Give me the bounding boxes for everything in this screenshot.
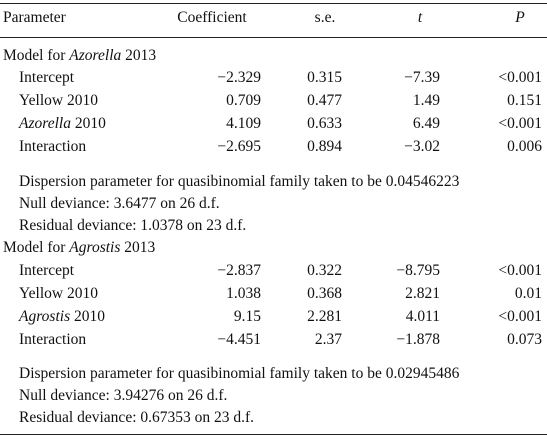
table-cell-coef: 0.709 [226,92,261,109]
table-cell-t: −3.02 [404,138,440,155]
model2-title-year: 2013 [120,239,156,256]
table-cell-t: 2.821 [405,285,440,302]
model2-title-taxon: Agrostis [69,239,121,256]
table-cell-p: 0.006 [507,138,542,155]
param-year: 2010 [70,115,106,132]
table-cell-t: 4.011 [405,308,440,325]
table-cell-t: 1.49 [412,92,440,109]
table-cell-p: 0.073 [507,331,542,348]
table-cell-coef: 1.038 [226,285,261,302]
table-row-param: Interaction [19,331,87,348]
table-cell-p: <0.001 [498,115,542,132]
note-null-deviance: Null deviance: 3.6477 on 26 d.f. [19,195,220,212]
table-cell-se: 0.633 [307,115,342,132]
header-p: P [515,9,525,26]
table-cell-se: 0.894 [307,138,342,155]
note-dispersion: Dispersion parameter for quasibinomial f… [19,173,460,190]
table-cell-t: −1.878 [396,331,440,348]
header-t: t [417,9,423,26]
param-taxon: Azorella [19,115,71,132]
table-row-param: Intercept [19,69,75,86]
table-cell-se: 0.315 [307,69,342,86]
table-cell-t: 6.49 [412,115,440,132]
param-year: 2010 [70,308,105,325]
table-cell-se: 2.281 [307,308,342,325]
table-row-param: Agrostis 2010 [19,307,105,327]
table-row-param: Interaction [19,138,87,155]
header-parameter: Parameter [3,9,66,26]
table-cell-p: <0.001 [498,69,542,86]
table-row-param: Yellow 2010 [19,285,98,302]
note-null-deviance: Null deviance: 3.94276 on 26 d.f. [19,387,228,404]
model1-title-prefix: Model for [3,47,70,64]
table-cell-coef: 9.15 [233,308,261,325]
table-cell-t: −8.795 [396,262,440,279]
table-cell-p: 0.151 [507,92,542,109]
table-cell-se: 0.477 [307,92,342,109]
table-row-param: Azorella 2010 [19,114,106,134]
header-se: s.e. [314,9,336,26]
table-row-param: Intercept [19,262,75,279]
table-cell-p: <0.001 [498,308,542,325]
header-coefficient: Coefficient [177,9,247,26]
top-rule [0,3,547,4]
note-residual-deviance: Residual deviance: 1.0378 on 23 d.f. [19,217,247,234]
table-row-param: Yellow 2010 [19,92,98,109]
model2-title-prefix: Model for [3,239,70,256]
param-taxon: Agrostis [19,308,71,325]
table-cell-p: <0.001 [498,262,542,279]
table-cell-coef: 4.109 [226,115,261,132]
table-cell-coef: −4.451 [217,331,261,348]
table-cell-se: 2.37 [314,331,342,348]
model2-title: Model for Agrostis 2013 [3,238,155,258]
table-cell-coef: −2.329 [217,69,261,86]
table-cell-t: −7.39 [404,69,440,86]
bottom-rule [0,434,547,435]
header-rule [0,37,547,38]
table-cell-se: 0.322 [307,262,342,279]
table-cell-coef: −2.837 [217,262,261,279]
note-residual-deviance: Residual deviance: 0.67353 on 23 d.f. [19,409,255,426]
model1-title-taxon: Azorella [69,47,122,64]
table-cell-p: 0.01 [514,285,542,302]
model1-title-year: 2013 [121,47,157,64]
table-cell-coef: −2.695 [217,138,261,155]
note-dispersion: Dispersion parameter for quasibinomial f… [19,365,460,382]
table-cell-se: 0.368 [307,285,342,302]
model1-title: Model for Azorella 2013 [3,46,156,66]
